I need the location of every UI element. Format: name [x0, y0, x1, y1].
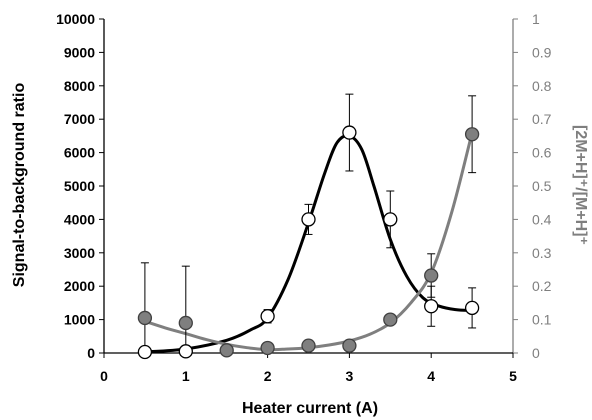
x-tick-label: 2	[264, 368, 272, 384]
open-circle-point	[342, 125, 357, 140]
open-circle-point	[178, 344, 193, 359]
filled-circle-point	[260, 340, 275, 356]
filled-circle-point	[383, 312, 398, 327]
y-left-tick-label: 7000	[64, 111, 95, 127]
y-left-tick-label: 8000	[64, 78, 95, 94]
open-circle-point	[137, 344, 153, 360]
filled-circle-point	[219, 343, 234, 358]
filled-circle-series-curve	[144, 132, 474, 352]
open-circle-point	[301, 212, 316, 227]
filled-circle-point	[301, 338, 316, 353]
filled-circle-point	[137, 310, 153, 326]
axes	[99, 18, 518, 358]
y-left-axis-title: Signal-to-background ratio	[11, 83, 28, 288]
y-right-axis-title: [2M+H]⁺/[M+H]⁺	[572, 125, 589, 245]
filled-circle-point	[178, 315, 193, 331]
y-left-tick-label: 6000	[64, 145, 95, 161]
y-left-tick-label: 9000	[64, 44, 95, 60]
y-right-tick-label: 0.4	[532, 211, 552, 227]
x-tick-label: 1	[182, 368, 190, 384]
y-right-tick-label: 0.2	[532, 278, 552, 294]
y-right-tick-label: 0.5	[532, 178, 552, 194]
fit-curves	[144, 132, 474, 354]
x-tick-label: 5	[509, 368, 517, 384]
y-right-tick-label: 0.8	[532, 78, 552, 94]
open-circle-point	[383, 212, 398, 227]
open-circle-point	[424, 299, 439, 314]
open-circle-point	[464, 300, 480, 316]
y-right-tick-label: 0.6	[532, 145, 552, 161]
y-left-tick-label: 2000	[64, 278, 95, 294]
y-right-tick-label: 1	[532, 11, 540, 27]
error-bars	[140, 93, 477, 354]
open-circle-series-curve	[144, 134, 473, 354]
x-axis-title: Heater current (A)	[242, 400, 378, 417]
y-left-tick-label: 3000	[64, 245, 95, 261]
x-tick-label: 3	[346, 368, 354, 384]
y-right-tick-label: 0.1	[532, 312, 552, 328]
open-circle-point	[260, 309, 275, 324]
y-right-tick-label: 0.3	[532, 245, 552, 261]
y-right-tick-label: 0.9	[532, 44, 552, 60]
y-right-tick-label: 0.7	[532, 111, 552, 127]
x-tick-label: 0	[100, 368, 108, 384]
filled-circle-point	[424, 268, 439, 283]
filled-circle-point	[464, 127, 480, 142]
tick-labels: 0100020003000400050006000700080009000100…	[56, 11, 552, 384]
data-points	[137, 125, 480, 360]
y-left-tick-label: 5000	[64, 178, 95, 194]
y-left-tick-label: 4000	[64, 211, 95, 227]
y-left-tick-label: 1000	[64, 312, 95, 328]
y-left-tick-label: 0	[87, 345, 95, 361]
x-tick-label: 4	[427, 368, 435, 384]
filled-circle-point	[342, 338, 357, 353]
y-right-tick-label: 0	[532, 345, 540, 361]
y-left-tick-label: 10000	[56, 11, 95, 27]
